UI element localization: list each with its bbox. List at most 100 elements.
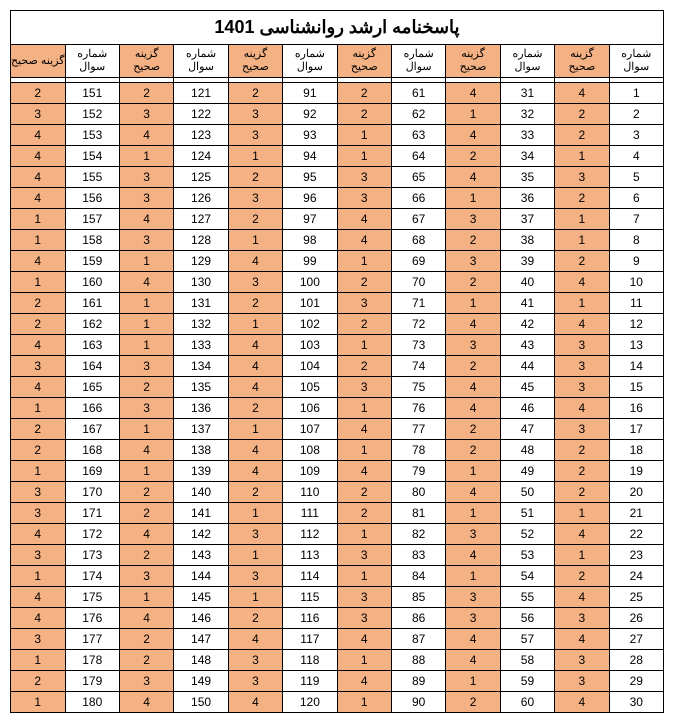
correct-answer: 1 [119,587,173,608]
question-number: 25 [609,587,663,608]
question-number: 76 [391,398,445,419]
question-number: 68 [391,230,445,251]
correct-answer: 4 [11,524,66,545]
table-row: 192491794109413911691 [11,461,664,482]
question-number: 67 [391,209,445,230]
question-number: 120 [283,692,337,713]
correct-answer: 4 [228,692,282,713]
correct-answer: 1 [11,566,66,587]
question-number: 145 [174,587,228,608]
question-number: 104 [283,356,337,377]
question-number: 86 [391,608,445,629]
question-number: 158 [65,230,119,251]
page-title: پاسخنامه ارشد روانشناسی 1401 [11,11,664,45]
question-number: 105 [283,377,337,398]
correct-answer: 1 [337,524,391,545]
table-row: 3233463193312341534 [11,125,664,146]
correct-answer: 1 [446,188,500,209]
correct-answer: 4 [446,167,500,188]
question-number: 19 [609,461,663,482]
correct-answer: 4 [228,377,282,398]
question-number: 142 [174,524,228,545]
question-number: 141 [174,503,228,524]
question-number: 90 [391,692,445,713]
question-number: 44 [500,356,554,377]
question-number: 170 [65,482,119,503]
correct-answer: 3 [11,545,66,566]
question-number: 153 [65,125,119,146]
question-number: 160 [65,272,119,293]
question-number: 73 [391,335,445,356]
question-number: 118 [283,650,337,671]
question-number: 37 [500,209,554,230]
question-number: 97 [283,209,337,230]
correct-answer: 1 [228,587,282,608]
question-number: 74 [391,356,445,377]
question-number: 20 [609,482,663,503]
table-row: 124424722102113211622 [11,314,664,335]
question-number: 135 [174,377,228,398]
question-number: 92 [283,104,337,125]
question-number: 171 [65,503,119,524]
correct-answer: 1 [337,335,391,356]
question-number: 123 [174,125,228,146]
question-number: 82 [391,524,445,545]
question-number: 165 [65,377,119,398]
correct-answer: 2 [446,146,500,167]
correct-answer: 4 [555,398,609,419]
correct-answer: 4 [446,650,500,671]
question-number: 62 [391,104,445,125]
correct-answer: 3 [337,608,391,629]
question-number: 177 [65,629,119,650]
correct-answer: 3 [446,608,500,629]
correct-answer: 1 [337,650,391,671]
question-number: 9 [609,251,663,272]
correct-answer: 1 [337,440,391,461]
question-number: 132 [174,314,228,335]
table-row: 211511812111114121713 [11,503,664,524]
question-number: 6 [609,188,663,209]
correct-answer: 1 [337,398,391,419]
correct-answer: 4 [337,230,391,251]
question-number: 175 [65,587,119,608]
correct-answer: 1 [11,650,66,671]
question-number: 8 [609,230,663,251]
correct-answer: 2 [555,125,609,146]
question-number: 103 [283,335,337,356]
col-header-answer: گزینه صحیح [228,45,282,78]
question-number: 134 [174,356,228,377]
question-number: 173 [65,545,119,566]
table-row: 2232162292312231523 [11,104,664,125]
question-number: 112 [283,524,337,545]
question-number: 138 [174,440,228,461]
question-number: 63 [391,125,445,146]
question-number: 102 [283,314,337,335]
correct-answer: 4 [337,671,391,692]
correct-answer: 2 [446,272,500,293]
correct-answer: 4 [555,587,609,608]
col-header-question: شماره سوال [391,45,445,78]
correct-answer: 4 [446,545,500,566]
question-number: 50 [500,482,554,503]
question-number: 96 [283,188,337,209]
question-number: 64 [391,146,445,167]
correct-answer: 4 [446,314,500,335]
question-number: 69 [391,251,445,272]
correct-answer: 3 [555,377,609,398]
table-row: 9239369199412911594 [11,251,664,272]
correct-answer: 3 [446,335,500,356]
question-number: 75 [391,377,445,398]
question-number: 91 [283,83,337,104]
correct-answer: 2 [228,83,282,104]
correct-answer: 3 [228,524,282,545]
question-number: 113 [283,545,337,566]
question-number: 83 [391,545,445,566]
correct-answer: 3 [119,104,173,125]
question-number: 99 [283,251,337,272]
question-number: 121 [174,83,228,104]
question-number: 59 [500,671,554,692]
correct-answer: 4 [446,125,500,146]
question-number: 88 [391,650,445,671]
question-number: 12 [609,314,663,335]
col-header-question: شماره سوال [65,45,119,78]
